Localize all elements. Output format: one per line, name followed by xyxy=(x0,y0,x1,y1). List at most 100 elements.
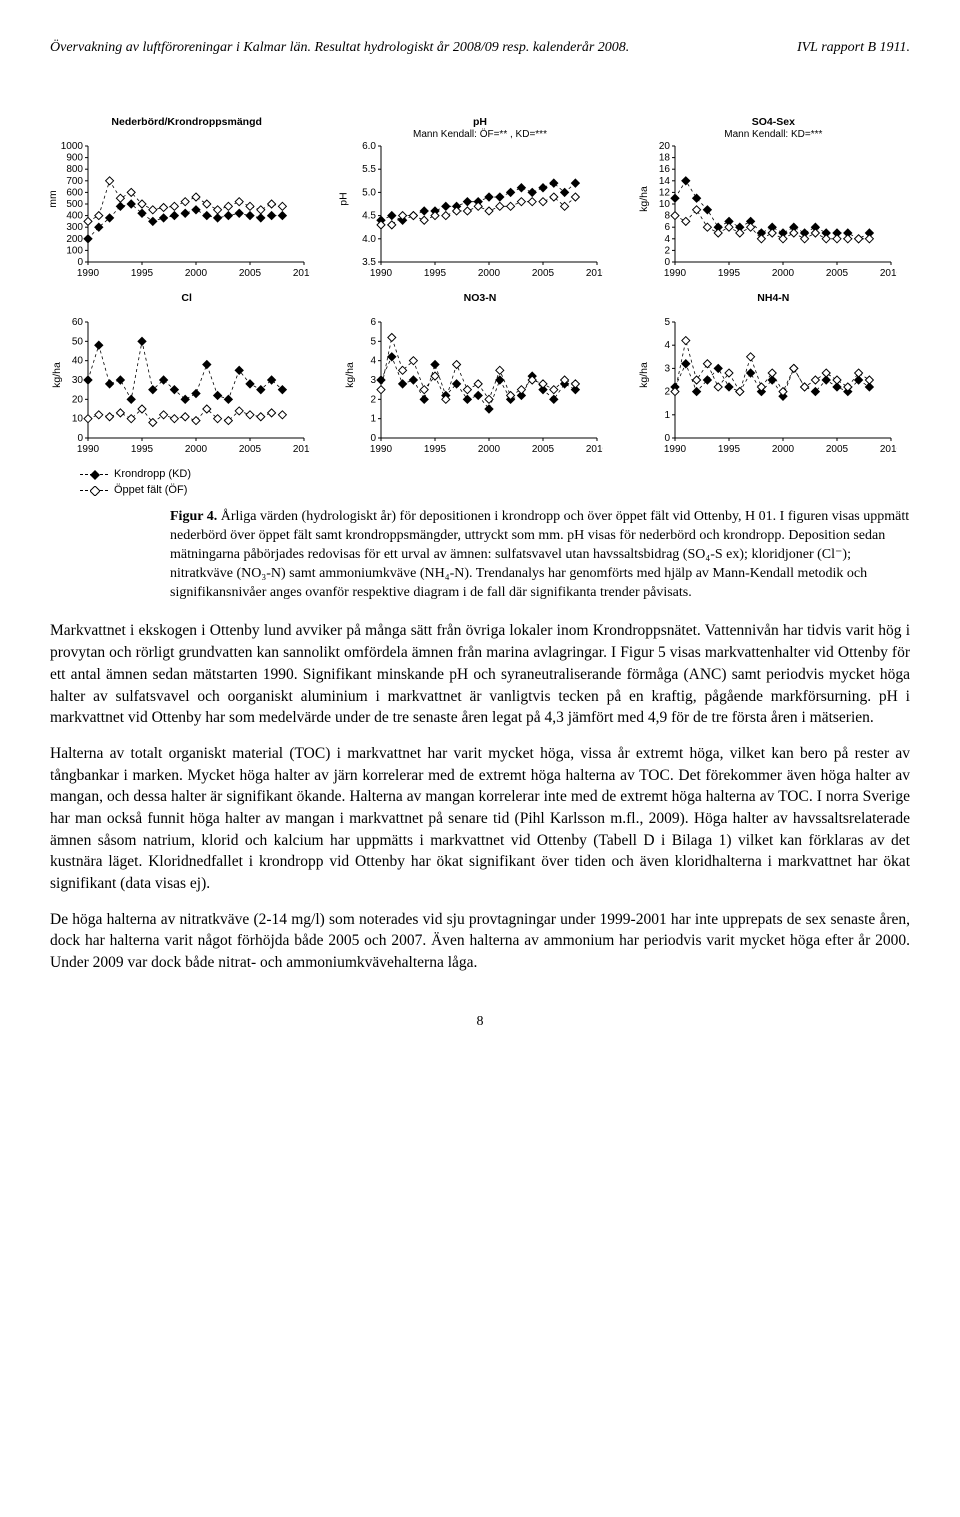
svg-text:2005: 2005 xyxy=(239,444,262,455)
svg-text:300: 300 xyxy=(66,222,83,233)
svg-text:1990: 1990 xyxy=(370,268,393,279)
legend-of-label: Öppet fält (ÖF) xyxy=(114,484,187,496)
svg-text:2: 2 xyxy=(664,387,670,398)
chart-ylabel: pH xyxy=(338,192,350,205)
chart-cell-so4: SO4-SexMann Kendall: KD=***kg/ha02468101… xyxy=(637,116,910,282)
svg-text:1990: 1990 xyxy=(77,268,100,279)
body-paragraph: De höga halterna av nitratkväve (2-14 mg… xyxy=(50,909,910,974)
svg-text:900: 900 xyxy=(66,153,83,164)
svg-text:60: 60 xyxy=(72,318,84,328)
svg-text:6: 6 xyxy=(371,318,377,328)
svg-text:3: 3 xyxy=(664,363,670,374)
svg-text:2000: 2000 xyxy=(185,268,208,279)
svg-text:5.0: 5.0 xyxy=(362,187,376,198)
chart-nederbord: 01002003004005006007008009001000 1990 1995… xyxy=(50,142,310,282)
svg-text:2005: 2005 xyxy=(532,444,555,455)
chart-ph: 3.5 4.0 4.5 5.0 5.5 6.0 1990 1995 2000 2005 2010 xyxy=(343,142,603,282)
svg-text:2010: 2010 xyxy=(586,268,603,279)
svg-text:2: 2 xyxy=(664,245,670,256)
header-right: IVL rapport B 1911. xyxy=(797,40,910,56)
svg-text:1000: 1000 xyxy=(61,142,84,152)
svg-text:700: 700 xyxy=(66,176,83,187)
svg-text:1995: 1995 xyxy=(718,268,741,279)
svg-text:1990: 1990 xyxy=(664,444,687,455)
svg-text:3: 3 xyxy=(371,375,377,386)
legend: Krondropp (KD) Öppet fält (ÖF) xyxy=(80,466,910,498)
chart-so4: 0246810121416182019901995200020052010 xyxy=(637,142,897,282)
svg-text:2000: 2000 xyxy=(772,268,795,279)
chart-title: SO4-SexMann Kendall: KD=*** xyxy=(637,116,910,142)
page-header: Övervakning av luftföroreningar i Kalmar… xyxy=(50,40,910,56)
figure-caption: Figur 4. Årliga värden (hydrologiskt år)… xyxy=(170,508,910,602)
chart-ylabel: kg/ha xyxy=(638,186,650,212)
svg-text:2005: 2005 xyxy=(239,268,262,279)
body-paragraph: Markvattnet i ekskogen i Ottenby lund av… xyxy=(50,620,910,728)
svg-text:2010: 2010 xyxy=(293,444,310,455)
svg-text:1: 1 xyxy=(371,414,377,425)
svg-text:500: 500 xyxy=(66,199,83,210)
svg-text:2010: 2010 xyxy=(880,268,897,279)
svg-text:4.5: 4.5 xyxy=(362,211,376,222)
svg-text:8: 8 xyxy=(664,211,670,222)
svg-text:4.0: 4.0 xyxy=(362,234,376,245)
chart-title: NO3-N xyxy=(343,292,616,318)
svg-text:2000: 2000 xyxy=(478,268,501,279)
svg-text:14: 14 xyxy=(659,176,671,187)
svg-text:18: 18 xyxy=(659,153,671,164)
svg-text:0: 0 xyxy=(664,257,670,268)
svg-text:0: 0 xyxy=(77,257,83,268)
svg-text:1990: 1990 xyxy=(664,268,687,279)
svg-text:2005: 2005 xyxy=(826,444,849,455)
page-number: 8 xyxy=(50,1014,910,1030)
chart-cell-nederbord: Nederbörd/Krondroppsmängdmm0100200300400… xyxy=(50,116,323,282)
chart-no3: 012345619901995200020052010 xyxy=(343,318,603,458)
svg-text:2010: 2010 xyxy=(880,444,897,455)
chart-title: Nederbörd/Krondroppsmängd xyxy=(50,116,323,142)
chart-cell-no3: NO3-Nkg/ha012345619901995200020052010 xyxy=(343,292,616,458)
svg-text:2005: 2005 xyxy=(532,268,555,279)
svg-text:50: 50 xyxy=(72,336,84,347)
chart-ylabel: kg/ha xyxy=(638,362,650,388)
chart-ylabel: kg/ha xyxy=(344,362,356,388)
header-left: Övervakning av luftföroreningar i Kalmar… xyxy=(50,40,629,56)
svg-text:0: 0 xyxy=(664,433,670,444)
svg-text:400: 400 xyxy=(66,211,83,222)
svg-text:5: 5 xyxy=(664,318,670,328)
svg-text:100: 100 xyxy=(66,245,83,256)
svg-text:4: 4 xyxy=(371,356,377,367)
svg-text:1995: 1995 xyxy=(131,268,154,279)
svg-text:1995: 1995 xyxy=(424,268,447,279)
svg-text:1995: 1995 xyxy=(131,444,154,455)
diamond-open-icon xyxy=(90,486,100,496)
svg-text:6.0: 6.0 xyxy=(362,142,376,152)
svg-text:2000: 2000 xyxy=(772,444,795,455)
svg-text:16: 16 xyxy=(659,164,671,175)
svg-text:1990: 1990 xyxy=(77,444,100,455)
chart-cl: 010203040506019901995200020052010 xyxy=(50,318,310,458)
svg-text:5: 5 xyxy=(371,336,377,347)
svg-text:800: 800 xyxy=(66,164,83,175)
svg-text:20: 20 xyxy=(659,142,671,152)
chart-ylabel: kg/ha xyxy=(51,362,63,388)
body-paragraph: Halterna av totalt organiskt material (T… xyxy=(50,743,910,895)
figure-label: Figur 4. xyxy=(170,509,217,524)
svg-text:4: 4 xyxy=(664,340,670,351)
chart-title: NH4-N xyxy=(637,292,910,318)
svg-text:0: 0 xyxy=(77,433,83,444)
svg-text:40: 40 xyxy=(72,356,84,367)
legend-kd-label: Krondropp (KD) xyxy=(114,468,191,480)
chart-title: Cl xyxy=(50,292,323,318)
svg-text:5.5: 5.5 xyxy=(362,164,376,175)
svg-text:600: 600 xyxy=(66,187,83,198)
svg-text:1990: 1990 xyxy=(370,444,393,455)
svg-text:2000: 2000 xyxy=(478,444,501,455)
svg-text:2000: 2000 xyxy=(185,444,208,455)
chart-cell-ph: pHMann Kendall: ÖF=** , KD=***pH3.54.04.… xyxy=(343,116,616,282)
svg-text:12: 12 xyxy=(659,187,671,198)
svg-text:2: 2 xyxy=(371,394,377,405)
svg-text:200: 200 xyxy=(66,234,83,245)
svg-text:3.5: 3.5 xyxy=(362,257,376,268)
svg-text:1: 1 xyxy=(664,410,670,421)
figure-text: Årliga värden (hydrologiskt år) för depo… xyxy=(170,509,909,600)
chart-ylabel: mm xyxy=(47,190,59,208)
